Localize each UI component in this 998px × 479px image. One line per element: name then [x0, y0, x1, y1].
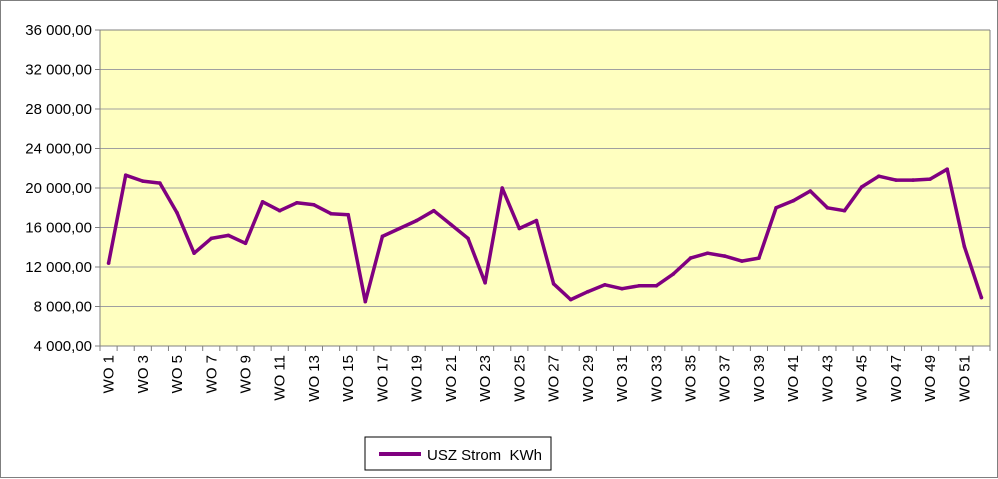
data-point — [791, 199, 795, 203]
data-point — [466, 236, 470, 241]
data-point — [911, 178, 915, 182]
x-tick-label: WO 15 — [340, 355, 357, 402]
x-tick-label: WO 29 — [580, 355, 597, 402]
x-tick-label: WO 49 — [922, 355, 939, 402]
y-tick-label: 20 000,00 — [25, 180, 92, 197]
data-point — [209, 236, 214, 241]
x-tick-label: WO 39 — [751, 355, 768, 402]
data-point — [551, 282, 556, 286]
data-point — [842, 208, 847, 213]
data-point — [671, 272, 676, 276]
x-tick-label: WO 5 — [169, 355, 186, 393]
data-point — [226, 233, 231, 238]
data-point — [688, 256, 693, 260]
y-tick-label: 16 000,00 — [25, 220, 92, 237]
x-tick-label: WO 19 — [409, 355, 426, 402]
data-point — [757, 256, 761, 260]
x-tick-label: WO 11 — [272, 355, 289, 401]
y-tick-label: 8 000,00 — [34, 299, 92, 316]
data-point — [722, 254, 727, 258]
x-tick-label: WO 13 — [306, 355, 323, 402]
y-tick-label: 32 000,00 — [25, 62, 92, 79]
data-point — [534, 218, 539, 223]
data-point — [192, 251, 196, 255]
data-point — [295, 201, 299, 205]
data-point — [620, 286, 624, 291]
data-point — [568, 297, 573, 302]
x-tick-label: WO 33 — [648, 355, 665, 402]
y-tick-label: 4 000,00 — [34, 338, 92, 355]
data-point — [449, 222, 453, 227]
x-tick-label: WO 45 — [854, 355, 871, 402]
legend-series-label: USZ Strom KWh — [427, 447, 542, 464]
data-point — [979, 295, 984, 300]
data-point — [586, 289, 590, 294]
data-point — [808, 189, 813, 193]
x-tick-label: WO 1 — [101, 355, 118, 393]
x-tick-label: WO 27 — [546, 355, 563, 402]
data-point — [141, 179, 145, 183]
x-tick-label: WO 25 — [511, 355, 528, 402]
data-point — [962, 244, 967, 249]
data-point — [346, 212, 351, 217]
x-tick-label: WO 35 — [682, 355, 699, 402]
x-tick-label: WO 43 — [819, 355, 836, 402]
x-tick-label: WO 41 — [785, 355, 802, 402]
data-point — [637, 284, 641, 288]
data-point — [432, 208, 436, 213]
data-point — [705, 251, 710, 255]
data-point — [414, 218, 419, 223]
x-tick-label: WO 37 — [717, 355, 734, 402]
data-point — [603, 283, 607, 287]
data-point — [740, 259, 744, 263]
x-tick-label: WO 31 — [614, 355, 631, 402]
data-point — [158, 181, 162, 185]
data-point — [123, 173, 128, 177]
data-point — [654, 284, 659, 288]
x-tick-label: WO 9 — [237, 355, 254, 393]
data-point — [243, 241, 248, 246]
data-point — [928, 177, 932, 181]
x-tick-label: WO 23 — [477, 355, 494, 402]
data-point — [380, 234, 385, 239]
data-point — [397, 226, 402, 231]
data-point — [774, 206, 778, 210]
y-tick-label: 28 000,00 — [25, 101, 92, 118]
data-point — [517, 226, 522, 231]
y-tick-label: 36 000,00 — [25, 22, 92, 39]
data-point — [894, 178, 898, 182]
data-point — [260, 200, 265, 204]
y-tick-label: 24 000,00 — [25, 141, 92, 158]
x-tick-label: WO 7 — [203, 355, 220, 393]
data-point — [106, 261, 111, 265]
data-point — [945, 167, 949, 171]
data-point — [363, 299, 368, 304]
x-tick-label: WO 17 — [374, 355, 391, 402]
data-point — [859, 185, 864, 189]
data-point — [483, 281, 487, 285]
data-point — [877, 174, 881, 178]
x-tick-label: WO 3 — [135, 355, 152, 393]
data-point — [175, 210, 179, 215]
series-line — [106, 167, 984, 304]
data-point — [329, 211, 333, 216]
data-point — [500, 186, 505, 190]
x-tick-label: WO 47 — [888, 355, 905, 402]
x-tick-label: WO 21 — [443, 355, 460, 402]
x-tick-label: WO 51 — [956, 355, 973, 402]
data-point — [277, 208, 282, 213]
data-point — [312, 203, 316, 207]
data-point — [825, 206, 830, 210]
y-tick-label: 12 000,00 — [25, 259, 92, 276]
